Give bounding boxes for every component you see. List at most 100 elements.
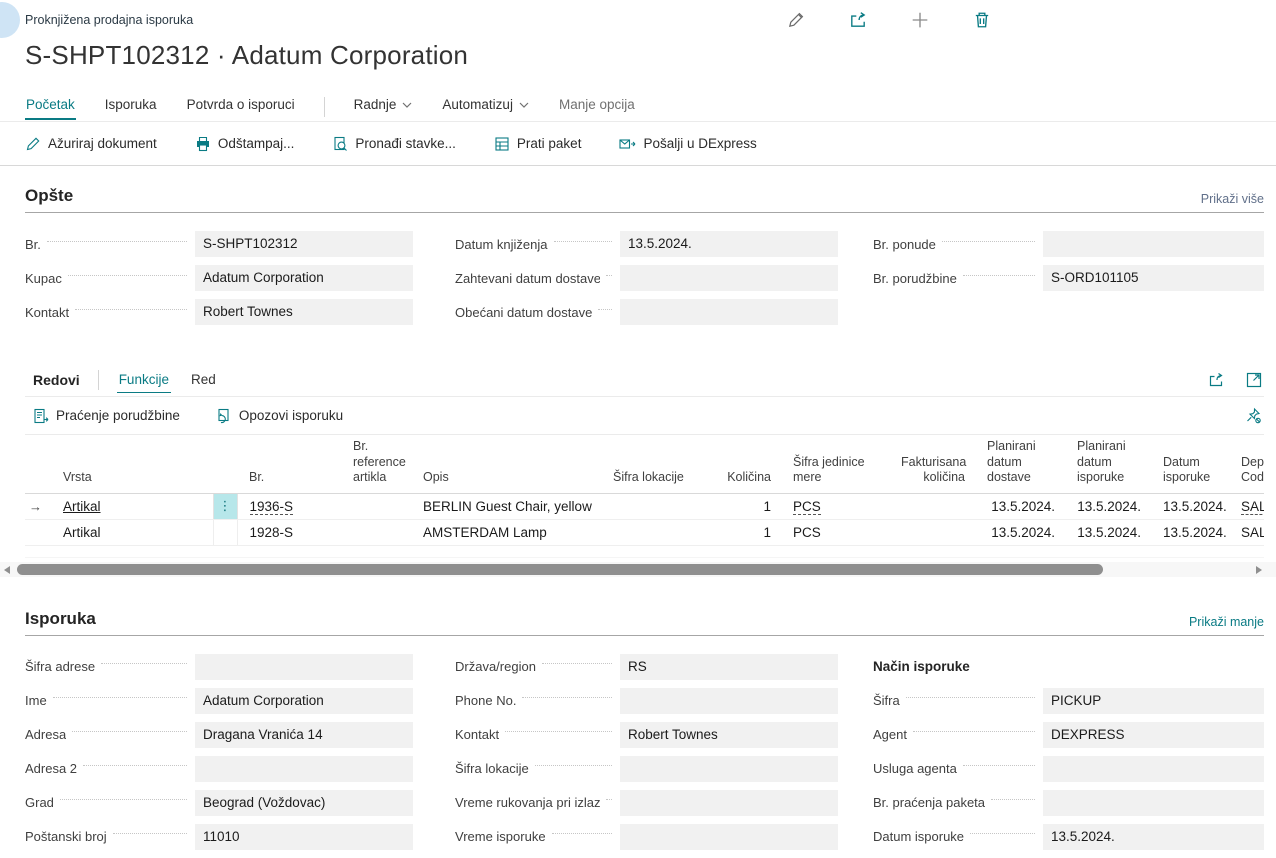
field-datum-isporuke[interactable]: 13.5.2024. bbox=[1043, 824, 1264, 850]
cell-fakturisana[interactable] bbox=[889, 493, 975, 519]
col-kolicina[interactable]: Količina bbox=[699, 435, 781, 493]
dotted-leader bbox=[554, 241, 613, 242]
track-package-button[interactable]: Prati paket bbox=[494, 136, 582, 152]
field-ime[interactable]: Adatum Corporation bbox=[195, 688, 413, 714]
focus-mode-icon[interactable] bbox=[1244, 370, 1264, 390]
col-dep-cod[interactable]: Dep Cod bbox=[1229, 435, 1264, 493]
add-icon[interactable] bbox=[909, 9, 931, 31]
cell-sifra-lokacije[interactable] bbox=[601, 519, 699, 545]
show-more-link[interactable]: Prikaži više bbox=[1201, 192, 1264, 206]
col-jedinica[interactable]: Šifra jedinice mere bbox=[781, 435, 889, 493]
field-drzava-region[interactable]: RS bbox=[620, 654, 838, 680]
col-datum-isporuke[interactable]: Datum isporuke bbox=[1151, 435, 1229, 493]
field-postanski-broj[interactable]: 11010 bbox=[195, 824, 413, 850]
page-title: S-SHPT102312 · Adatum Corporation bbox=[0, 40, 1276, 82]
edit-icon[interactable] bbox=[785, 9, 807, 31]
col-opis[interactable]: Opis bbox=[411, 435, 601, 493]
field-br-pracenja[interactable] bbox=[1043, 790, 1264, 816]
scroll-right-arrow[interactable] bbox=[1254, 562, 1268, 577]
col-br[interactable]: Br. bbox=[237, 435, 341, 493]
cell-datum-isporuke[interactable]: 13.5.2024. bbox=[1151, 493, 1229, 519]
cell-br[interactable]: 1936-S bbox=[237, 493, 341, 519]
col-fakturisana[interactable]: Fakturisana količina bbox=[889, 435, 975, 493]
col-plan-isporuke[interactable]: Planirani datum isporuke bbox=[1065, 435, 1151, 493]
field-agent[interactable]: DEXPRESS bbox=[1043, 722, 1264, 748]
share-icon[interactable] bbox=[847, 9, 869, 31]
field-label-datum-knjizenja: Datum knjiženja bbox=[455, 237, 548, 252]
cell-fakturisana[interactable] bbox=[889, 519, 975, 545]
cell-datum-isporuke[interactable]: 13.5.2024. bbox=[1151, 519, 1229, 545]
update-document-button[interactable]: Ažuriraj dokument bbox=[25, 136, 157, 152]
cell-jedinica[interactable]: PCS bbox=[781, 519, 889, 545]
order-tracking-button[interactable]: Praćenje porudžbine bbox=[33, 408, 180, 424]
tab-radnje[interactable]: Radnje bbox=[353, 93, 414, 120]
show-less-link[interactable]: Prikaži manje bbox=[1189, 615, 1264, 629]
field-zahtevani-datum[interactable] bbox=[620, 265, 838, 291]
send-dexpress-button[interactable]: Pošalji u DExpress bbox=[619, 136, 756, 152]
find-entries-button[interactable]: Pronađi stavke... bbox=[332, 136, 456, 152]
tab-manje-opcija[interactable]: Manje opcija bbox=[558, 93, 636, 120]
field-adresa[interactable]: Dragana Vranića 14 bbox=[195, 722, 413, 748]
row-menu[interactable] bbox=[213, 519, 237, 545]
cell-plan-isporuke[interactable]: 13.5.2024. bbox=[1065, 493, 1151, 519]
cell-br[interactable]: 1928-S bbox=[237, 519, 341, 545]
field-grad[interactable]: Beograd (Voždovac) bbox=[195, 790, 413, 816]
scroll-left-arrow[interactable] bbox=[0, 562, 14, 577]
cell-kolicina[interactable]: 1 bbox=[699, 519, 781, 545]
field-phone-no[interactable] bbox=[620, 688, 838, 714]
field-obecani-datum[interactable] bbox=[620, 299, 838, 325]
delete-icon[interactable] bbox=[971, 9, 993, 31]
cell-plan-dostave[interactable]: 13.5.2024. bbox=[975, 493, 1065, 519]
field-vreme-isporuke[interactable] bbox=[620, 824, 838, 850]
cell-opis[interactable]: AMSTERDAM Lamp bbox=[411, 519, 601, 545]
field-label-sifra-lokacije: Šifra lokacije bbox=[455, 761, 529, 776]
scrollbar-thumb[interactable] bbox=[17, 564, 1103, 575]
col-br-ref[interactable]: Br. reference artikla bbox=[341, 435, 411, 493]
menu-divider bbox=[324, 97, 325, 117]
field-usluga-agenta[interactable] bbox=[1043, 756, 1264, 782]
undo-shipment-button[interactable]: Opozovi isporuku bbox=[216, 408, 343, 424]
field-kontakt[interactable]: Robert Townes bbox=[195, 299, 413, 325]
row-indicator-arrow: → bbox=[25, 493, 51, 519]
field-label-datum-isporuke: Datum isporuke bbox=[873, 829, 964, 844]
field-sifra-lokacije[interactable] bbox=[620, 756, 838, 782]
cell-plan-dostave[interactable]: 13.5.2024. bbox=[975, 519, 1065, 545]
tab-potvrda-o-isporuci[interactable]: Potvrda o isporuci bbox=[186, 93, 296, 120]
cell-opis[interactable]: BERLIN Guest Chair, yellow bbox=[411, 493, 601, 519]
cell-jedinica[interactable]: PCS bbox=[781, 493, 889, 519]
lines-menu-funkcije[interactable]: Funkcije bbox=[117, 366, 171, 393]
cell-vrsta[interactable]: Artikal bbox=[51, 493, 213, 519]
horizontal-scrollbar[interactable] bbox=[0, 562, 1276, 577]
field-adresa-2[interactable] bbox=[195, 756, 413, 782]
field-vreme-rukovanja[interactable] bbox=[620, 790, 838, 816]
col-sifra-lokacije[interactable]: Šifra lokacije bbox=[601, 435, 699, 493]
cell-sifra-lokacije[interactable] bbox=[601, 493, 699, 519]
pin-icon[interactable] bbox=[1243, 405, 1264, 426]
tab-pocetak[interactable]: Početak bbox=[25, 93, 76, 120]
field-br-ponude[interactable] bbox=[1043, 231, 1264, 257]
field-sifra[interactable]: PICKUP bbox=[1043, 688, 1264, 714]
lines-menu-red[interactable]: Red bbox=[189, 366, 218, 393]
share-icon[interactable] bbox=[1206, 370, 1226, 390]
cell-kolicina[interactable]: 1 bbox=[699, 493, 781, 519]
print-button[interactable]: Odštampaj... bbox=[195, 136, 295, 152]
col-plan-dostave[interactable]: Planirani datum dostave bbox=[975, 435, 1065, 493]
tab-isporuka[interactable]: Isporuka bbox=[104, 93, 158, 120]
cell-dep-cod[interactable]: SAL bbox=[1229, 519, 1264, 545]
field-br[interactable]: S-SHPT102312 bbox=[195, 231, 413, 257]
cell-vrsta[interactable]: Artikal bbox=[51, 519, 213, 545]
field-datum-knjizenja[interactable]: 13.5.2024. bbox=[620, 231, 838, 257]
row-menu-icon[interactable]: ⋮ bbox=[213, 493, 237, 519]
field-kontakt-isporuka[interactable]: Robert Townes bbox=[620, 722, 838, 748]
part-divider bbox=[98, 370, 99, 390]
field-label-ime: Ime bbox=[25, 693, 47, 708]
cell-plan-isporuke[interactable]: 13.5.2024. bbox=[1065, 519, 1151, 545]
field-sifra-adrese[interactable] bbox=[195, 654, 413, 680]
cell-br-ref[interactable] bbox=[341, 519, 411, 545]
cell-dep-cod[interactable]: SAL bbox=[1229, 493, 1264, 519]
field-br-porudzbine[interactable]: S-ORD101105 bbox=[1043, 265, 1264, 291]
field-kupac[interactable]: Adatum Corporation bbox=[195, 265, 413, 291]
tab-automatizuj[interactable]: Automatizuj bbox=[441, 93, 530, 120]
cell-br-ref[interactable] bbox=[341, 493, 411, 519]
col-vrsta[interactable]: Vrsta bbox=[51, 435, 213, 493]
